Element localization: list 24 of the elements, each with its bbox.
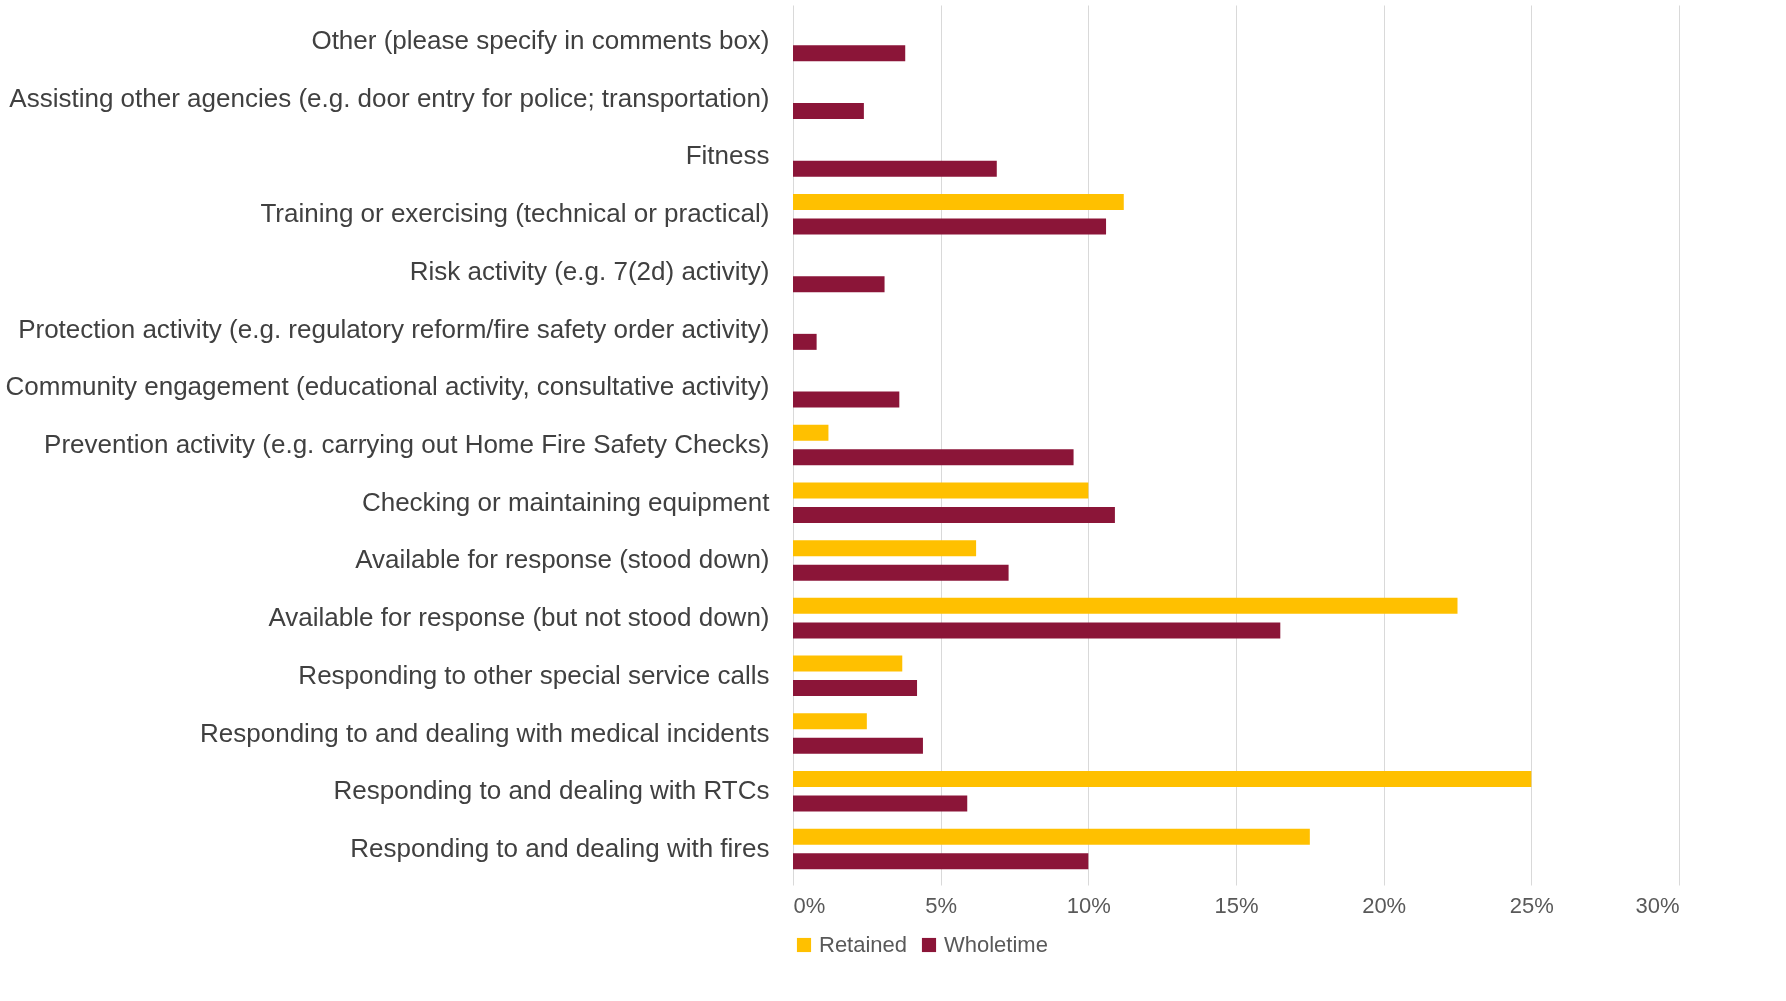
y-tick-label: Risk activity (e.g. 7(2d) activity) xyxy=(409,255,770,286)
legend-label: Retained xyxy=(819,932,908,957)
x-tick-label: 15% xyxy=(1214,892,1259,918)
x-tick-label: 0% xyxy=(793,892,826,918)
y-tick-label: Training or exercising (technical or practical) xyxy=(260,198,770,229)
y-tick-label: Protection activity (e.g. regulatory reform/fire safety order activity) xyxy=(18,313,770,344)
legend-label: Wholetime xyxy=(944,932,1048,957)
y-tick-label: Available for response (but not stood down) xyxy=(268,602,770,633)
y-tick-label: Assisting other agencies (e.g. door entry for police; transportation) xyxy=(9,82,770,113)
y-tick-label: Responding to and dealing with RTCs xyxy=(333,775,770,806)
y-tick-label: Responding to and dealing with medical incidents xyxy=(200,717,770,748)
x-tick-label: 30% xyxy=(1635,892,1680,918)
y-tick-label: Responding to and dealing with fires xyxy=(350,832,770,863)
x-tick-label: 25% xyxy=(1509,892,1554,918)
x-tick-label: 20% xyxy=(1362,892,1407,918)
y-tick-label: Fitness xyxy=(685,140,770,171)
x-tick-label: 5% xyxy=(925,892,958,918)
y-tick-label: Other (please specify in comments box) xyxy=(311,25,770,56)
x-tick-label: 10% xyxy=(1066,892,1111,918)
y-tick-label: Responding to other special service calls xyxy=(298,659,770,690)
y-tick-label: Prevention activity (e.g. carrying out Home Fire Safety Checks) xyxy=(44,429,770,459)
y-tick-label: Community engagement (educational activity, consultative activity) xyxy=(5,371,770,402)
y-tick-label: Available for response (stood down) xyxy=(355,544,770,575)
y-tick-label: Checking or maintaining equipment xyxy=(361,486,771,517)
